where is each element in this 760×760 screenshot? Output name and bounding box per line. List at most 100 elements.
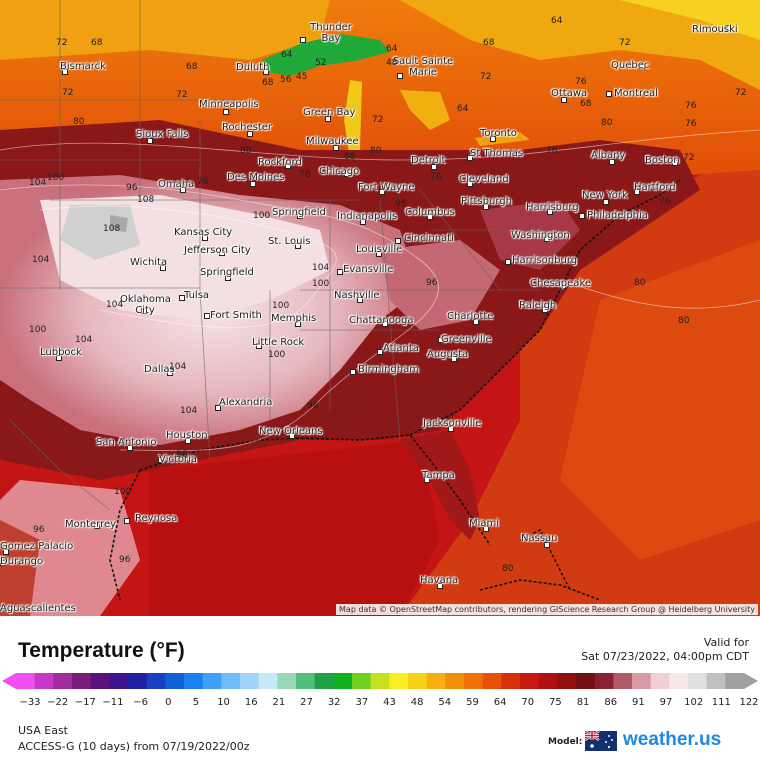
city-label: Toronto bbox=[480, 128, 517, 139]
city-label: Jefferson City bbox=[184, 245, 251, 256]
contour-label: 104 bbox=[312, 263, 330, 273]
colorbar-tick-label: 0 bbox=[165, 697, 172, 708]
colorbar-tick-label: 59 bbox=[466, 697, 479, 708]
city-label: Rochester bbox=[222, 122, 272, 133]
city-marker bbox=[325, 116, 331, 122]
city-label: Tampa bbox=[422, 470, 455, 481]
contour-label: 76 bbox=[430, 172, 442, 182]
city-label: Little Rock bbox=[252, 337, 305, 348]
colorbar-tick-label: 48 bbox=[410, 697, 424, 708]
city-marker bbox=[357, 297, 363, 303]
city-label: Omaha bbox=[158, 179, 195, 190]
colorbar-segment bbox=[53, 673, 73, 689]
colorbar-segment bbox=[576, 673, 596, 689]
weather-us-logo[interactable]: weather.us bbox=[623, 729, 722, 750]
city-label: Lubbock bbox=[40, 347, 82, 358]
contour-label: 76 bbox=[575, 77, 587, 87]
city-label: Cincinnati bbox=[404, 233, 454, 244]
colorbar-tick-label: 81 bbox=[576, 697, 590, 708]
city-label: Charlotte bbox=[447, 311, 494, 322]
colorbar-tick-label: 37 bbox=[355, 697, 369, 708]
city-marker bbox=[179, 295, 185, 301]
contour-label: 76 bbox=[685, 119, 697, 129]
contour-label: 108 bbox=[137, 195, 155, 205]
city-marker bbox=[377, 349, 383, 355]
contour-label: 96 bbox=[426, 278, 438, 288]
city-marker bbox=[295, 243, 301, 249]
colorbar-segment bbox=[445, 673, 465, 689]
australia-flag-icon bbox=[585, 731, 617, 751]
city-marker bbox=[382, 321, 388, 327]
city-marker bbox=[606, 91, 612, 97]
city-marker bbox=[141, 308, 147, 314]
contour-label: 72 bbox=[619, 38, 631, 48]
city-label: Washington bbox=[511, 230, 570, 241]
city-label: Rimouski bbox=[692, 24, 738, 35]
contour-label: 100 bbox=[47, 173, 65, 183]
colorbar-tick-label: 111 bbox=[711, 697, 731, 708]
colorbar-segment bbox=[725, 673, 745, 689]
city-label: Atlanta bbox=[383, 343, 419, 354]
colorbar-segment bbox=[389, 673, 409, 689]
colorbar-segment bbox=[632, 673, 652, 689]
city-marker bbox=[202, 235, 208, 241]
city-label: Nassau bbox=[521, 533, 558, 544]
colorbar-segment bbox=[464, 673, 484, 689]
city-marker bbox=[725, 25, 731, 31]
colorbar-tick-label: 10 bbox=[217, 697, 230, 708]
colorbar-segment bbox=[165, 673, 185, 689]
city-marker bbox=[376, 251, 382, 257]
colorbar-segment bbox=[333, 673, 353, 689]
colorbar-segment bbox=[520, 673, 540, 689]
city-label: Cleveland bbox=[459, 174, 509, 185]
city-marker bbox=[603, 199, 609, 205]
contour-label: 72 bbox=[735, 88, 747, 98]
city-marker bbox=[160, 265, 166, 271]
colorbar-segment bbox=[613, 673, 633, 689]
contour-label: 100 bbox=[114, 487, 132, 497]
city-marker bbox=[544, 542, 550, 548]
city-marker bbox=[579, 213, 585, 219]
colorbar-tick-label: 91 bbox=[632, 697, 645, 708]
contour-label: 76 bbox=[546, 146, 558, 156]
city-marker bbox=[542, 307, 548, 313]
city-marker bbox=[560, 283, 566, 289]
colorbar-segment bbox=[650, 673, 670, 689]
contour-label: 52 bbox=[315, 58, 327, 68]
city-marker bbox=[360, 219, 366, 225]
contour-label: 80 bbox=[502, 564, 514, 574]
colorbar-segment bbox=[184, 673, 204, 689]
city-marker bbox=[158, 457, 164, 463]
city-marker bbox=[609, 159, 615, 165]
colorbar-segment bbox=[557, 673, 577, 689]
colorbar-segment bbox=[240, 673, 260, 689]
colorbar-tick-label: 75 bbox=[549, 697, 562, 708]
city-label: Boston bbox=[645, 155, 680, 166]
contour-label: 64 bbox=[457, 104, 469, 114]
contour-label: 76 bbox=[659, 197, 671, 207]
contour-label: 96 bbox=[395, 199, 407, 209]
city-marker bbox=[350, 369, 356, 375]
colorbar-high-arrow bbox=[744, 673, 758, 689]
city-label: Gomez Palacio bbox=[0, 541, 74, 552]
city-label: Augusta bbox=[427, 349, 469, 360]
colorbar-tick-label: −17 bbox=[74, 697, 96, 708]
model-label: Model: bbox=[548, 737, 583, 747]
city-label: Montreal bbox=[614, 88, 658, 99]
contour-label: 72 bbox=[62, 88, 74, 98]
contour-label: 68 bbox=[580, 99, 592, 109]
contour-label: 64 bbox=[551, 16, 563, 26]
city-label: Des Moines bbox=[227, 172, 285, 183]
contour-label: 96 bbox=[33, 525, 45, 535]
contour-label: 68 bbox=[483, 38, 495, 48]
city-marker bbox=[167, 370, 173, 376]
temperature-map[interactable] bbox=[0, 0, 760, 616]
colorbar-segment bbox=[426, 673, 446, 689]
legend-title: Temperature (°F) bbox=[18, 639, 185, 662]
city-marker bbox=[297, 213, 303, 219]
city-label: Memphis bbox=[271, 313, 317, 324]
valid-time: Sat 07/23/2022, 04:00pm CDT bbox=[581, 650, 749, 663]
city-marker bbox=[473, 319, 479, 325]
city-marker bbox=[147, 138, 153, 144]
colorbar-tick-label: 32 bbox=[327, 697, 341, 708]
